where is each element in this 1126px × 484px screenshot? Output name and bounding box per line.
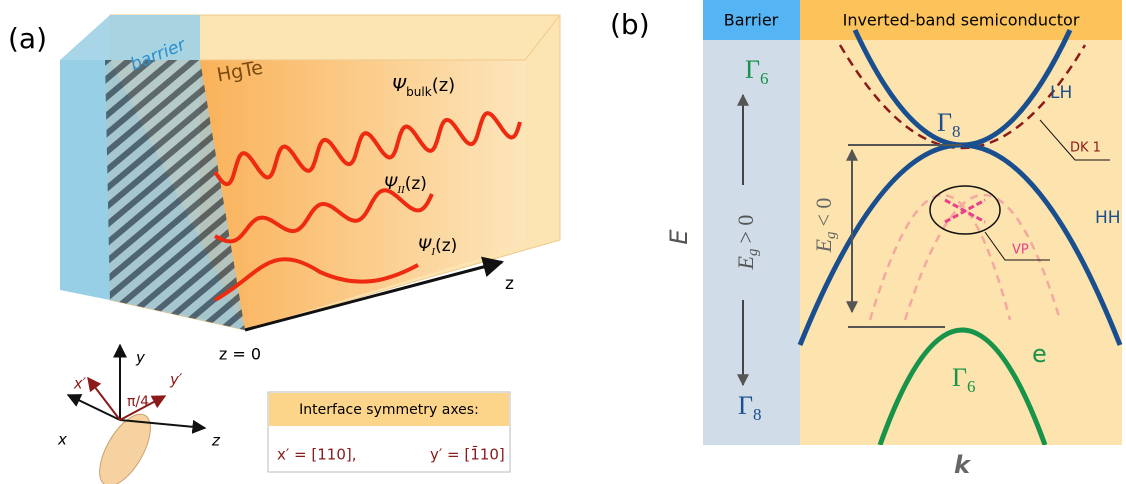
gap-label: Eg < 0 (811, 198, 839, 254)
argument: (z) (435, 236, 457, 256)
argument: (z) (405, 174, 427, 194)
axis-label: y (135, 349, 146, 367)
z-axis-label: z (505, 274, 514, 294)
page: {"panel_a": {"label": "(a)", "barrier": … (0, 0, 1126, 484)
symbol: Γ (738, 391, 753, 420)
band-label: DK 1 (1070, 141, 1101, 156)
gap-label: Eg > 0 (733, 215, 761, 271)
symbol: Γ (937, 108, 952, 137)
angle-label: π/4 (127, 394, 149, 410)
symbol: Ψ (384, 174, 398, 194)
axis-label: y′ (169, 371, 183, 389)
symbol: Γ (745, 55, 760, 84)
subscript: bulk (406, 85, 432, 99)
argument: (z) (432, 75, 456, 96)
band-label: e (1032, 340, 1047, 368)
subscript: 6 (967, 377, 976, 396)
symmetry-axis: y′ = [1̄10] (430, 445, 505, 464)
energy-axis-label: E (665, 229, 693, 245)
subscript: g (745, 248, 761, 256)
symbol: Ψ (418, 236, 432, 256)
header-text: Inverted-band semiconductor (843, 11, 1080, 30)
symbol: E (811, 238, 836, 253)
subscript: 8 (952, 122, 961, 141)
relation: > 0 (733, 215, 758, 244)
axis (68, 395, 120, 420)
relation: < 0 (811, 198, 836, 227)
symmetry-title: Interface symmetry axes: (299, 402, 479, 418)
axis-label: z (211, 432, 221, 450)
axis-label: x (57, 431, 67, 449)
band-label: VP (1012, 243, 1029, 258)
symbol: E (733, 255, 758, 270)
hgte-front (200, 60, 525, 330)
panel-label: (a) (8, 22, 47, 55)
subscript: 6 (760, 69, 769, 88)
axis-label: x′ (73, 375, 87, 393)
band-label: LH (1050, 83, 1072, 103)
symbol: Ψ (392, 75, 407, 96)
wavefunction-label: ΨII(z) (384, 174, 427, 196)
subscript: g (823, 231, 839, 239)
axis (88, 378, 120, 420)
figure: (a) barrier HgTe Ψbulk(z) ΨII(z) ΨI(z) z… (0, 0, 1126, 484)
panel-label: (b) (610, 8, 650, 41)
symmetry-axis: x′ = [110], (277, 446, 357, 464)
wavefunction-label: ΨI(z) (418, 236, 457, 258)
symbol: Γ (952, 363, 967, 392)
z-origin-label: z = 0 (219, 345, 261, 364)
momentum-axis-label: k (954, 451, 972, 479)
subscript: 8 (753, 405, 762, 424)
band-label: HH (1095, 208, 1121, 228)
header-text: Barrier (724, 11, 779, 30)
